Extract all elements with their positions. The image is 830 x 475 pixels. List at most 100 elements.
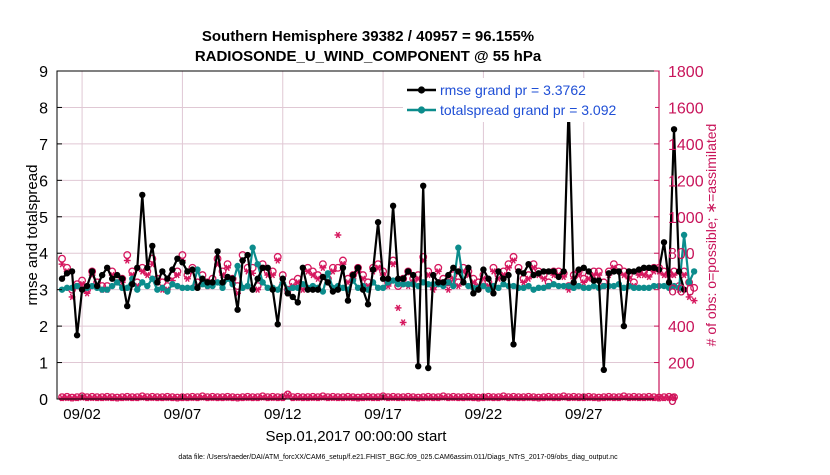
obs-assimilated-stroke (631, 394, 637, 402)
series-point-totalspread (88, 282, 96, 290)
series-point-rmse (239, 257, 246, 264)
series-point-totalspread (665, 284, 673, 292)
obs-assimilated-stroke (526, 275, 531, 283)
series-point-rmse (259, 264, 266, 271)
legend-box (403, 78, 655, 122)
left-tick-label: 0 (39, 392, 48, 409)
obs-assimilated-stroke (185, 394, 190, 402)
obs-assimilated-point (309, 271, 317, 279)
obs-possible-low-point (604, 392, 613, 401)
obs-assimilated-stroke (255, 394, 260, 402)
obs-assimilated-stroke (265, 394, 271, 402)
obs-possible-low-point (539, 393, 548, 402)
series-point-rmse (540, 268, 547, 275)
series-point-rmse (124, 302, 131, 310)
right-tick-label: 1200 (668, 173, 704, 190)
obs-assimilated-point (143, 271, 151, 279)
obs-assimilated-stroke (526, 394, 531, 402)
obs-possible-low-point (328, 392, 337, 401)
obs-assimilated-stroke (345, 279, 351, 286)
series-point-totalspread (63, 284, 71, 292)
series-point-rmse (495, 268, 502, 275)
obs-possible-low-point (449, 392, 458, 401)
obs-assimilated-stroke (215, 394, 220, 402)
obs-assimilated-stroke (541, 394, 546, 402)
obs-possible-low-point (424, 392, 433, 401)
series-point-totalspread (650, 282, 658, 290)
left-tick-label: 4 (39, 246, 48, 263)
obs-assimilated-stroke (290, 394, 296, 402)
obs-assimilated-stroke (671, 271, 677, 279)
series-point-rmse (580, 264, 587, 271)
series-point-rmse (309, 286, 317, 293)
series-point-rmse (93, 282, 101, 290)
obs-assimilated-stroke (400, 319, 406, 326)
series-point-rmse (625, 268, 633, 275)
left-tick-label: 5 (39, 210, 48, 227)
series-point-rmse (68, 268, 76, 275)
series-point-totalspread (600, 282, 608, 290)
obs-assimilated-stroke (205, 394, 210, 402)
obs-assimilated-stroke (84, 290, 90, 297)
obs-assimilated-stroke (139, 394, 145, 401)
obs-assimilated-stroke (671, 394, 677, 402)
obs-assimilated-stroke (345, 394, 351, 402)
obs-assimilated-stroke (576, 394, 582, 402)
series-point-totalspread (485, 286, 492, 293)
series-point-rmse (88, 268, 96, 275)
series-point-totalspread (620, 284, 628, 292)
obs-possible-low-point (293, 392, 302, 401)
obs-assimilated-stroke (666, 394, 672, 402)
obs-assimilated-stroke (636, 394, 642, 402)
series-point-rmse (505, 271, 512, 279)
obs-assimilated-stroke (195, 394, 200, 402)
series-point-rmse (169, 266, 176, 273)
obs-possible-low-point (98, 393, 107, 402)
obs-assimilated-stroke (511, 257, 516, 264)
series-point-totalspread (379, 284, 387, 292)
series-point-rmse (369, 266, 377, 273)
series-point-rmse (595, 277, 602, 284)
obs-possible-point (404, 267, 413, 276)
obs-assimilated-stroke (606, 394, 612, 402)
series-point-rmse (344, 297, 352, 304)
series-point-totalspread (164, 288, 171, 295)
obs-possible-low-point (243, 392, 252, 401)
obs-assimilated-stroke (451, 394, 456, 402)
obs-assimilated-stroke (390, 394, 396, 402)
series-point-rmse (139, 191, 146, 199)
obs-possible-point (178, 251, 187, 259)
obs-assimilated-stroke (516, 394, 521, 402)
series-point-rmse (279, 275, 286, 282)
obs-possible-low-point (223, 392, 232, 401)
obs-assimilated-point (670, 271, 678, 279)
series-point-totalspread (274, 286, 281, 293)
series-point-rmse (78, 286, 86, 293)
series-point-rmse (249, 286, 256, 293)
series-point-totalspread (319, 288, 327, 295)
obs-possible-low-point (599, 393, 608, 402)
series-point-rmse (229, 275, 236, 282)
obs-possible-low-point (123, 392, 132, 401)
series-point-rmse (304, 286, 312, 293)
obs-possible-low-point (108, 393, 117, 402)
obs-assimilated-stroke (275, 394, 281, 402)
series-point-rmse (379, 275, 387, 282)
obs-assimilated-point (595, 271, 603, 279)
series-point-totalspread (139, 279, 146, 286)
obs-possible-low-point (399, 393, 408, 402)
series-point-totalspread (555, 282, 562, 290)
obs-assimilated-point (374, 264, 382, 272)
series-point-rmse (404, 268, 412, 275)
series-point-totalspread (394, 281, 402, 288)
obs-assimilated-stroke (471, 394, 476, 402)
obs-assimilated-stroke (596, 394, 602, 402)
series-point-totalspread (399, 281, 407, 288)
obs-assimilated-stroke (501, 394, 506, 401)
obs-assimilated-point (505, 264, 512, 272)
legend-rmse-label: rmse grand pr = 3.3762 (440, 82, 586, 98)
obs-possible-low-point (509, 392, 518, 401)
series-point-rmse (475, 286, 482, 293)
obs-assimilated-stroke (185, 275, 190, 283)
